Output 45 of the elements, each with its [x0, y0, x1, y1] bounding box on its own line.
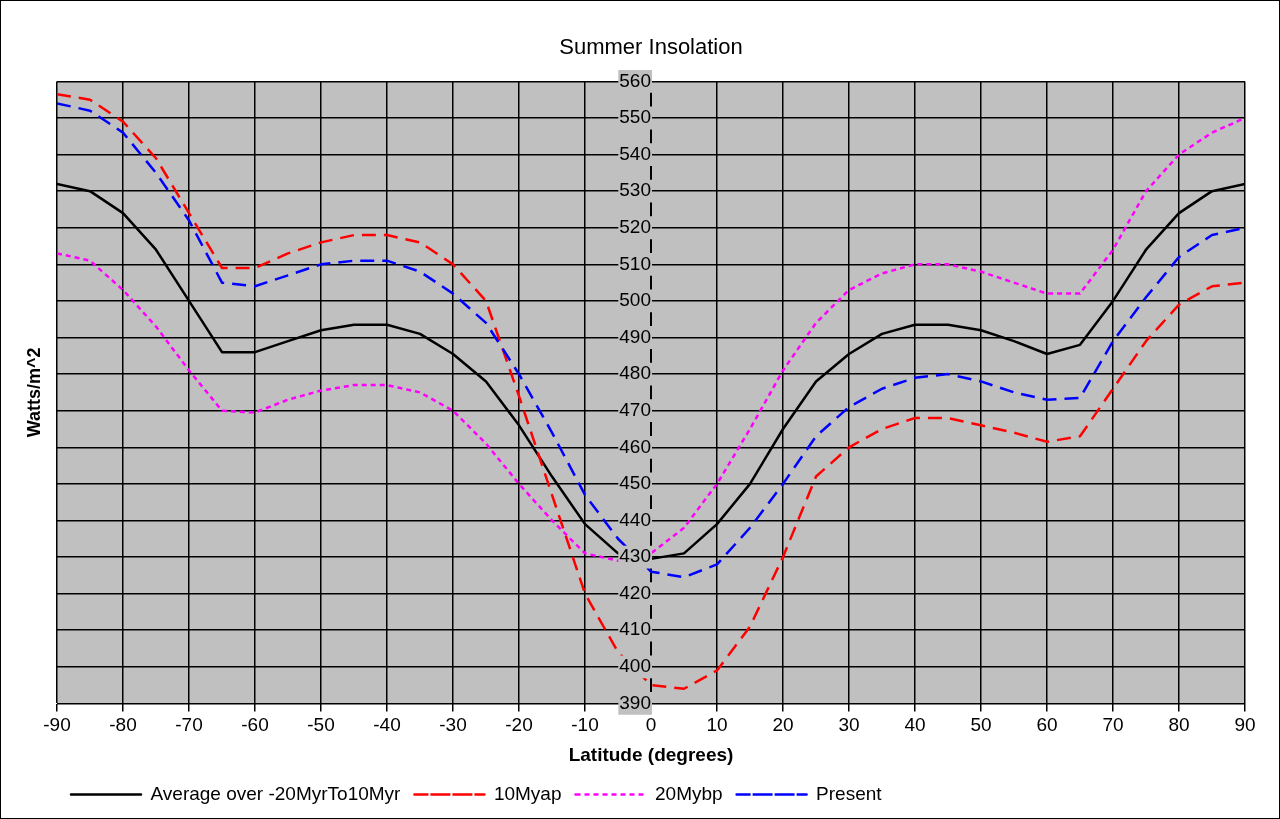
legend-label: Average over -20MyrTo10Myr [150, 782, 402, 804]
legend-label: 20Mybp [655, 782, 723, 804]
y-tick-label: 540 [619, 142, 651, 164]
y-tick-label: 430 [619, 545, 651, 567]
x-tick-label: 90 [1234, 714, 1256, 736]
x-tick-label: -70 [175, 714, 203, 736]
y-tick-label: 450 [619, 472, 651, 494]
y-tick-label: 520 [619, 215, 651, 237]
y-axis-title: Watts/m^2 [23, 347, 44, 438]
x-tick-label: -90 [43, 714, 71, 736]
x-tick-label: -30 [439, 714, 467, 736]
x-tick-label: 30 [838, 714, 860, 736]
x-tick-label: -50 [307, 714, 335, 736]
x-tick-label: 20 [772, 714, 794, 736]
y-tick-label: 530 [619, 179, 651, 201]
x-tick-label: -20 [505, 714, 533, 736]
y-tick-label: 400 [619, 655, 651, 677]
legend-label: 10Myap [493, 782, 562, 804]
x-tick-label: 60 [1036, 714, 1058, 736]
y-tick-label: 560 [619, 69, 651, 91]
y-tick-label: 550 [619, 106, 651, 128]
y-tick-label: 410 [619, 618, 651, 640]
legend-label: Present [816, 782, 883, 804]
y-tick-label: 390 [619, 691, 651, 713]
y-tick-label: 440 [619, 508, 651, 530]
x-tick-label: 80 [1168, 714, 1190, 736]
y-tick-label: 470 [619, 398, 651, 420]
x-tick-label: 50 [970, 714, 992, 736]
line-series [57, 92, 1245, 691]
y-tick-label: 500 [619, 289, 651, 311]
chart-title: Summer Insolation [559, 34, 743, 60]
y-tick-label: 420 [619, 581, 651, 603]
y-tick-label: 480 [619, 362, 651, 384]
x-tick-label: -80 [109, 714, 137, 736]
x-tick-label: -10 [571, 714, 599, 736]
y-tick-label: 490 [619, 325, 651, 347]
x-tick-label: -60 [241, 714, 269, 736]
x-tick-label: -40 [373, 714, 401, 736]
x-tick-label: 40 [904, 714, 926, 736]
x-axis-title: Latitude (degrees) [568, 743, 734, 765]
y-tick-label: 460 [619, 435, 651, 457]
y-tick-label: 510 [619, 252, 651, 274]
x-tick-label: 70 [1102, 714, 1124, 736]
x-tick-label: 0 [645, 714, 657, 736]
x-tick-label: 10 [706, 714, 728, 736]
